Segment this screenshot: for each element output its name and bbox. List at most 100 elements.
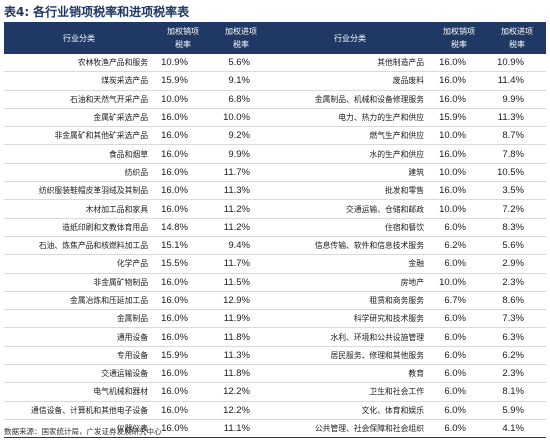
industry-left-cell: 非金属矿物制品: [4, 273, 154, 292]
output-tax-left-cell: 16.0%: [154, 291, 212, 311]
input-tax-right-cell: 2.3%: [488, 273, 546, 292]
input-tax-right-cell: 5.9%: [488, 401, 546, 420]
industry-left-cell: 化学产品: [4, 254, 154, 274]
output-tax-right-cell: 10.0%: [430, 126, 488, 146]
industry-right-cell: 水利、环境和公共设施管理: [270, 327, 430, 347]
industry-left-cell: 农林牧渔产品和服务: [4, 54, 154, 73]
table-row: 纺织服装鞋帽皮革羽绒及其制品 16.0% 11.3% 批发和零售 16.0% 3.5%: [4, 181, 546, 201]
output-tax-right-cell: 6.0%: [430, 218, 488, 237]
output-tax-left-cell: 10.0%: [154, 90, 212, 109]
input-tax-right-cell: 11.3%: [488, 108, 546, 128]
input-tax-right-cell: 6.2%: [488, 346, 546, 366]
header-industry-right: 行业分类: [270, 22, 430, 54]
industry-left-cell: 金属冶炼和压延加工品: [4, 291, 154, 311]
output-tax-right-cell: 16.0%: [430, 181, 488, 201]
input-tax-right-cell: 8.3%: [488, 218, 546, 237]
output-tax-right-cell: 10.0%: [430, 163, 488, 183]
caption-title: 各行业销项税率和进项税率表: [33, 5, 190, 19]
industry-right-cell: 金属制品、机械和设备修理服务: [270, 90, 430, 109]
industry-right-cell: 水的生产和供应: [270, 144, 430, 164]
header-input-tax-right: 加权进项 税率: [488, 22, 546, 54]
industry-right-cell: 住宿和餐饮: [270, 218, 430, 237]
input-tax-right-cell: 7.8%: [488, 144, 546, 164]
source-note: 数据来源：国家统计局，广发证券发展研究中心: [4, 427, 162, 436]
input-tax-left-cell: 9.1%: [212, 71, 270, 91]
input-tax-left-cell: 11.9%: [212, 309, 270, 329]
industry-right-cell: 交通运输、仓储和邮政: [270, 199, 430, 219]
output-tax-right-cell: 6.7%: [430, 291, 488, 311]
header-input-tax-left: 加权进项 税率: [212, 22, 270, 54]
output-tax-right-cell: 16.0%: [430, 144, 488, 164]
industry-left-cell: 仪器仪表: [4, 419, 154, 439]
output-tax-right-cell: 10.0%: [430, 199, 488, 219]
output-tax-right-cell: 6.0%: [430, 254, 488, 274]
table-row: 非金属矿物制品 16.0% 11.5% 房地产 10.0% 2.3%: [4, 273, 546, 292]
table-row: 交通运输设备 16.0% 11.8% 教育 6.0% 2.3%: [4, 364, 546, 384]
input-tax-right-cell: 9.9%: [488, 90, 546, 109]
table-row: 金属矿采选产品 16.0% 10.0% 电力、热力的生产和供应 15.9% 11.3%: [4, 108, 546, 128]
input-tax-right-cell: 7.2%: [488, 199, 546, 219]
output-tax-right-cell: 6.0%: [430, 419, 488, 439]
output-tax-right-cell: 6.0%: [430, 309, 488, 329]
output-tax-right-cell: 6.0%: [430, 346, 488, 366]
output-tax-right-cell: 6.2%: [430, 236, 488, 256]
industry-left-cell: 金属矿采选产品: [4, 108, 154, 128]
header-industry-left: 行业分类: [4, 22, 154, 54]
industry-right-cell: 房地产: [270, 273, 430, 292]
header-output-tax-right: 加权销项 税率: [430, 22, 488, 54]
table-row: 化学产品 15.5% 11.7% 金融 6.0% 2.9%: [4, 254, 546, 274]
input-tax-right-cell: 6.3%: [488, 327, 546, 347]
industry-right-cell: 建筑: [270, 163, 430, 183]
industry-right-cell: 电力、热力的生产和供应: [270, 108, 430, 128]
input-tax-right-cell: 8.1%: [488, 382, 546, 402]
table-row: 金属冶炼和压延加工品 16.0% 12.9% 租赁和商务服务 6.7% 8.6%: [4, 291, 546, 311]
table-row: 电气机械和器材 16.0% 12.2% 卫生和社会工作 6.0% 8.1%: [4, 382, 546, 402]
table-row: 通用设备 16.0% 11.8% 水利、环境和公共设施管理 6.0% 6.3%: [4, 327, 546, 347]
input-tax-left-cell: 11.3%: [212, 181, 270, 201]
input-tax-left-cell: 11.8%: [212, 364, 270, 384]
industry-left-cell: 食品和烟草: [4, 144, 154, 164]
output-tax-left-cell: 16.0%: [154, 382, 212, 402]
industry-left-cell: 纺织服装鞋帽皮革羽绒及其制品: [4, 181, 154, 201]
industry-left-cell: 非金属矿和其他矿采选产品: [4, 126, 154, 146]
output-tax-right-cell: 6.0%: [430, 364, 488, 384]
industry-right-cell: 信息传输、软件和信息技术服务: [270, 236, 430, 256]
industry-right-cell: 批发和零售: [270, 181, 430, 201]
table-body: 农林牧渔产品和服务 10.9% 5.6% 其他制造产品 16.0% 10.9% 煤炭采选产品…: [4, 54, 546, 439]
industry-left-cell: 造纸印刷和文教体育用品: [4, 218, 154, 237]
output-tax-right-cell: 16.0%: [430, 71, 488, 91]
input-tax-left-cell: 11.7%: [212, 163, 270, 183]
input-tax-left-cell: 9.2%: [212, 126, 270, 146]
industry-left-cell: 金属制品: [4, 309, 154, 329]
output-tax-left-cell: 16.0%: [154, 364, 212, 384]
industry-left-cell: 交通运输设备: [4, 364, 154, 384]
output-tax-left-cell: 16.0%: [154, 199, 212, 219]
output-tax-right-cell: 16.0%: [430, 90, 488, 109]
output-tax-right-cell: 16.0%: [430, 54, 488, 73]
output-tax-left-cell: 14.8%: [154, 218, 212, 237]
industry-right-cell: 文化、体育和娱乐: [270, 401, 430, 420]
industry-left-cell: 通信设备、计算机和其他电子设备: [4, 401, 154, 420]
table-row: 石油和天然气开采产品 10.0% 6.8% 金属制品、机械和设备修理服务 16.0% 9.…: [4, 90, 546, 109]
input-tax-left-cell: 9.9%: [212, 144, 270, 164]
output-tax-left-cell: 16.0%: [154, 401, 212, 420]
industry-left-cell: 电气机械和器材: [4, 382, 154, 402]
table-row: 专用设备 15.9% 11.3% 居民服务、修理和其他服务 6.0% 6.2%: [4, 346, 546, 366]
industry-left-cell: 石油、炼焦产品和核燃料加工品: [4, 236, 154, 256]
input-tax-left-cell: 11.8%: [212, 327, 270, 347]
industry-left-cell: 专用设备: [4, 346, 154, 366]
input-tax-left-cell: 9.4%: [212, 236, 270, 256]
caption-number: 表4:: [4, 5, 30, 19]
industry-right-cell: 金融: [270, 254, 430, 274]
header-row: 行业分类 加权销项 税率 加权进项 税率 行业分类 加权销项 税率 加权进项 税率: [4, 22, 546, 54]
output-tax-left-cell: 16.0%: [154, 108, 212, 128]
output-tax-left-cell: 15.9%: [154, 71, 212, 91]
industry-right-cell: 公共管理、社会保障和社会组织: [270, 419, 430, 439]
input-tax-right-cell: 3.5%: [488, 181, 546, 201]
industry-left-cell: 纺织品: [4, 163, 154, 183]
input-tax-left-cell: 11.1%: [212, 419, 270, 439]
output-tax-left-cell: 16.0%: [154, 309, 212, 329]
input-tax-left-cell: 11.7%: [212, 254, 270, 274]
table-row: 农林牧渔产品和服务 10.9% 5.6% 其他制造产品 16.0% 10.9%: [4, 54, 546, 73]
output-tax-right-cell: 6.0%: [430, 327, 488, 347]
